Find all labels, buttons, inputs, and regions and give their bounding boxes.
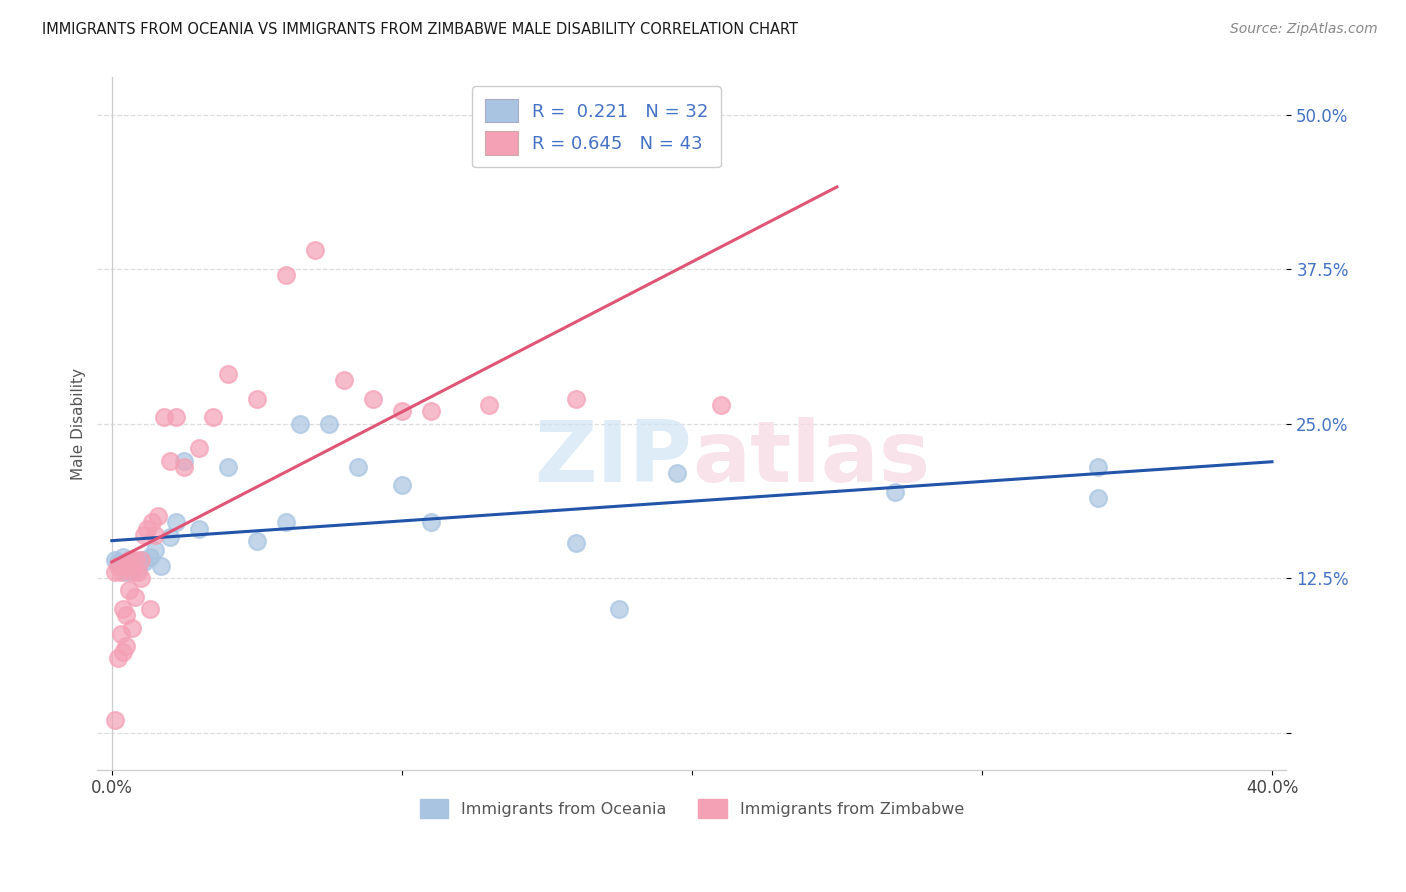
Point	[104, 565, 127, 579]
Point	[132, 555, 155, 569]
Point	[110, 626, 132, 640]
Text: ZIP: ZIP	[534, 417, 692, 500]
Point	[153, 410, 176, 425]
Point	[132, 528, 155, 542]
Point	[107, 555, 129, 569]
Point	[217, 459, 239, 474]
Point	[884, 484, 907, 499]
Point	[710, 398, 733, 412]
Point	[115, 639, 138, 653]
Point	[104, 552, 127, 566]
Point	[129, 552, 152, 566]
Point	[121, 561, 143, 575]
Point	[138, 602, 160, 616]
Point	[609, 602, 631, 616]
Point	[118, 583, 141, 598]
Point	[187, 522, 209, 536]
Point	[121, 620, 143, 634]
Point	[391, 404, 413, 418]
Text: IMMIGRANTS FROM OCEANIA VS IMMIGRANTS FROM ZIMBABWE MALE DISABILITY CORRELATION : IMMIGRANTS FROM OCEANIA VS IMMIGRANTS FR…	[42, 22, 799, 37]
Point	[165, 516, 187, 530]
Point	[202, 410, 225, 425]
Point	[124, 552, 146, 566]
Point	[124, 556, 146, 570]
Point	[110, 565, 132, 579]
Point	[115, 608, 138, 623]
Point	[304, 244, 326, 258]
Point	[107, 651, 129, 665]
Point	[112, 602, 135, 616]
Y-axis label: Male Disability: Male Disability	[72, 368, 86, 480]
Point	[141, 516, 163, 530]
Point	[112, 645, 135, 659]
Point	[173, 453, 195, 467]
Point	[129, 552, 152, 566]
Point	[150, 558, 173, 573]
Point	[478, 398, 501, 412]
Point	[246, 533, 269, 548]
Point	[127, 565, 149, 579]
Point	[143, 542, 166, 557]
Point	[173, 459, 195, 474]
Point	[1087, 491, 1109, 505]
Point	[107, 558, 129, 573]
Point	[110, 558, 132, 573]
Point	[274, 268, 297, 283]
Point	[148, 509, 170, 524]
Point	[127, 562, 149, 576]
Point	[135, 522, 157, 536]
Point	[1087, 459, 1109, 474]
Point	[121, 565, 143, 579]
Point	[246, 392, 269, 406]
Point	[112, 549, 135, 564]
Point	[290, 417, 312, 431]
Text: Source: ZipAtlas.com: Source: ZipAtlas.com	[1230, 22, 1378, 37]
Point	[565, 392, 588, 406]
Point	[124, 590, 146, 604]
Point	[104, 713, 127, 727]
Legend: Immigrants from Oceania, Immigrants from Zimbabwe: Immigrants from Oceania, Immigrants from…	[413, 793, 970, 824]
Point	[347, 459, 370, 474]
Point	[129, 571, 152, 585]
Point	[159, 453, 181, 467]
Point	[217, 367, 239, 381]
Point	[165, 410, 187, 425]
Text: atlas: atlas	[692, 417, 931, 500]
Point	[333, 373, 356, 387]
Point	[318, 417, 340, 431]
Point	[115, 558, 138, 573]
Point	[115, 565, 138, 579]
Point	[187, 442, 209, 456]
Point	[419, 404, 441, 418]
Point	[159, 530, 181, 544]
Point	[361, 392, 384, 406]
Point	[118, 552, 141, 566]
Point	[391, 478, 413, 492]
Point	[143, 528, 166, 542]
Point	[565, 536, 588, 550]
Point	[419, 516, 441, 530]
Point	[274, 516, 297, 530]
Point	[118, 552, 141, 566]
Point	[666, 466, 689, 480]
Point	[138, 549, 160, 564]
